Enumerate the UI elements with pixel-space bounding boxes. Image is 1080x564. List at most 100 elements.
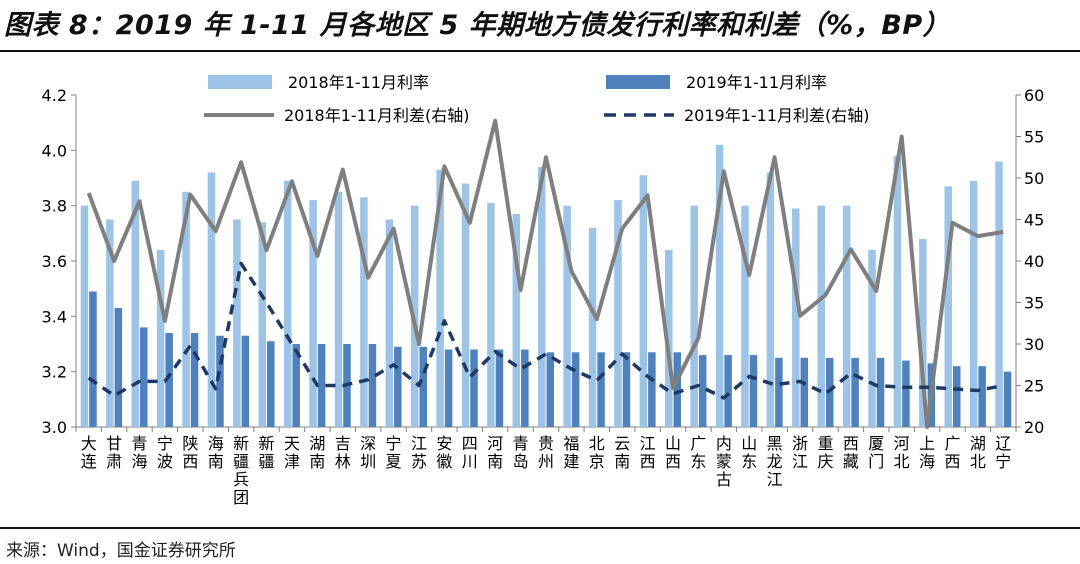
bar-2019-rate <box>165 332 173 427</box>
bar-2018-rate <box>690 205 698 427</box>
bar-2019-rate <box>495 349 504 427</box>
x-tick-label: 安徽 <box>436 434 452 471</box>
legend-swatch <box>606 75 670 89</box>
bar-2018-rate <box>106 219 114 427</box>
bar-2019-rate <box>673 352 682 427</box>
legend-label: 2018年1-11月利差(右轴) <box>284 106 470 125</box>
legend-label: 2019年1-11月利差(右轴) <box>684 106 870 125</box>
x-tick-label: 福建 <box>563 434 579 471</box>
bar-2019-rate <box>952 366 961 427</box>
bar-2019-rate <box>775 357 783 427</box>
bar-2018-rate <box>766 172 775 427</box>
bar-2019-rate <box>851 357 859 427</box>
bar-2018-rate <box>334 191 343 427</box>
x-tick-label: 云南 <box>614 434 630 471</box>
bar-2018-rate <box>919 238 927 427</box>
bar-2018-rate <box>461 183 470 427</box>
y-left-tick-label: 4.2 <box>42 86 67 105</box>
bar-2019-rate <box>749 355 758 427</box>
bar-2018-rate <box>131 180 140 427</box>
bar-2018-rate <box>639 175 648 427</box>
y-right-tick-label: 60 <box>1024 86 1044 105</box>
x-tick-label: 新疆兵团 <box>233 434 249 507</box>
x-tick-label: 江西 <box>640 434 656 471</box>
x-tick-label: 山西 <box>665 434 681 471</box>
legend-label: 2019年1-11月利率 <box>686 73 827 92</box>
x-tick-label: 广西 <box>944 434 960 471</box>
bar-2018-rate <box>487 202 495 427</box>
chart-title: 图表 8：2019 年 1-11 月各地区 5 年期地方债发行利率和利差（%，B… <box>4 10 951 41</box>
x-tick-label: 宁波 <box>157 434 173 471</box>
bar-2019-rate <box>444 349 453 427</box>
legend: 2018年1-11月利率 2019年1-11月利率 2018年1-11月利差(右轴)… <box>204 73 870 125</box>
y-left-tick-label: 3.6 <box>42 252 67 271</box>
x-tick-label: 重庆 <box>817 434 833 471</box>
bar-2018-rate <box>385 219 394 427</box>
y-right-tick-label: 30 <box>1024 335 1044 354</box>
bar-2019-rate <box>876 357 885 427</box>
line-2019-spread <box>87 261 1004 400</box>
x-tick-label: 青岛 <box>513 434 529 471</box>
y-left-tick-label: 3.8 <box>42 197 67 216</box>
x-tick-label: 湖北 <box>970 434 986 471</box>
bar-2019-rate <box>317 344 326 427</box>
legend-label: 2018年1-11月利率 <box>288 73 429 92</box>
bar-2018-rate <box>258 222 267 427</box>
bar-2019-rate <box>571 352 580 427</box>
x-tick-label: 江苏 <box>411 434 427 471</box>
x-tick-label: 西藏 <box>843 434 859 471</box>
source-rule <box>0 527 1080 529</box>
bar-2018-rate <box>588 227 597 427</box>
x-tick-label: 四川 <box>462 434 478 471</box>
y-right-tick-label: 25 <box>1024 377 1044 396</box>
y-right-tick-label: 55 <box>1024 128 1044 147</box>
x-tick-label: 海南 <box>208 434 224 471</box>
bar-2019-rate <box>216 335 224 427</box>
bar-2019-rate <box>724 355 732 427</box>
bar-2019-rate <box>622 352 631 427</box>
x-tick-label: 广东 <box>690 434 706 471</box>
bar-2019-rate <box>419 346 427 427</box>
x-tick-label: 甘肃 <box>106 434 122 471</box>
bar-2018-rate <box>868 249 876 427</box>
legend-swatch <box>208 75 272 89</box>
bar-2018-rate <box>741 205 749 427</box>
bar-2018-rate <box>436 169 444 427</box>
bar-2019-rate <box>292 344 300 427</box>
y-right-tick-label: 45 <box>1024 211 1044 230</box>
bar-2019-rate <box>648 352 656 427</box>
axes-layer <box>71 94 1021 432</box>
bar-2018-rate <box>309 200 317 427</box>
bar-2018-rate <box>156 249 165 427</box>
bar-2019-rate <box>902 360 910 427</box>
bar-2018-rate <box>80 205 89 427</box>
x-tick-label: 新疆 <box>259 434 275 471</box>
chart-svg: 3.0 3.2 3.4 3.6 3.8 4.0 4.2 20 25 30 35 40 45 50 55 60 大… <box>42 73 1045 507</box>
y-left-tick-label: 3.4 <box>42 307 67 326</box>
x-tick-label: 贵州 <box>538 434 554 471</box>
bar-2018-rate <box>842 205 851 427</box>
y-left-tick-label: 4.0 <box>42 141 67 160</box>
x-tick-label: 天津 <box>284 434 300 471</box>
bar-2019-rate <box>89 291 97 427</box>
x-tick-label: 内蒙古 <box>716 434 732 489</box>
line-2018-spread <box>86 118 1004 429</box>
y-left-tick-label: 3.2 <box>42 363 67 382</box>
bar-2018-rate <box>512 213 521 427</box>
bar-2018-rate <box>995 161 1003 427</box>
x-tick-label: 河北 <box>894 434 910 471</box>
x-tick-label: 陕西 <box>182 434 198 471</box>
source-note: 来源：Wind，国金证券研究所 <box>6 541 236 561</box>
bar-2018-rate <box>614 200 622 427</box>
x-tick-label: 黑龙江 <box>767 434 783 489</box>
y-left-tick-label: 3.0 <box>42 418 67 437</box>
bar-2019-rate <box>114 308 123 427</box>
bar-2019-rate <box>546 352 554 427</box>
bar-2018-rate <box>538 166 546 427</box>
bar-2019-rate <box>140 327 148 427</box>
bar-2018-rate <box>893 155 902 427</box>
bar-2018-rate <box>715 144 724 428</box>
x-tick-label: 厦门 <box>868 434 884 471</box>
bar-2018-rate <box>360 197 368 427</box>
x-tick-label: 北京 <box>589 434 605 471</box>
